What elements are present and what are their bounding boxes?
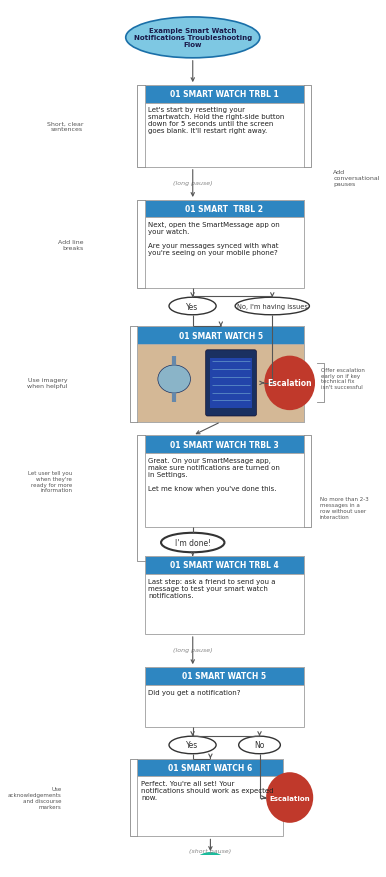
Text: Let user tell you
when they're
ready for more
information: Let user tell you when they're ready for… <box>28 470 72 493</box>
Text: (long pause): (long pause) <box>173 181 213 186</box>
FancyBboxPatch shape <box>137 327 304 423</box>
FancyBboxPatch shape <box>145 667 304 685</box>
FancyBboxPatch shape <box>145 436 304 527</box>
Text: Survey: Survey <box>194 871 227 877</box>
FancyBboxPatch shape <box>137 759 283 837</box>
Text: Perfect. You're all set! Your
notifications should work as expected
now.: Perfect. You're all set! Your notificati… <box>141 781 274 800</box>
Text: (short pause): (short pause) <box>189 847 232 852</box>
Text: No, I'm having issues: No, I'm having issues <box>237 303 308 310</box>
FancyBboxPatch shape <box>137 759 283 776</box>
Text: Escalation: Escalation <box>267 379 312 388</box>
Text: Offer escalation
early on if key
technical fix
isn't successful: Offer escalation early on if key technic… <box>322 367 365 389</box>
Text: Escalation: Escalation <box>269 795 310 801</box>
Text: No: No <box>254 740 265 750</box>
FancyBboxPatch shape <box>145 201 304 218</box>
Ellipse shape <box>158 366 190 394</box>
Text: Let's start by resetting your
smartwatch. Hold the right-side button
down for 5 : Let's start by resetting your smartwatch… <box>148 107 285 134</box>
Text: 01 SMART WATCH 6: 01 SMART WATCH 6 <box>168 763 252 772</box>
Text: 01 SMART WATCH TRBL 1: 01 SMART WATCH TRBL 1 <box>170 90 279 99</box>
Ellipse shape <box>239 737 280 754</box>
Text: Add line
breaks: Add line breaks <box>58 239 83 250</box>
FancyBboxPatch shape <box>210 358 252 409</box>
FancyBboxPatch shape <box>145 436 304 453</box>
Ellipse shape <box>169 298 216 316</box>
Text: Use imagery
when helpful: Use imagery when helpful <box>27 378 68 389</box>
Circle shape <box>189 852 232 877</box>
Text: Yes: Yes <box>186 740 199 750</box>
Text: Short, clear
sentences: Short, clear sentences <box>47 121 83 132</box>
Text: 01 SMART WATCH TRBL 3: 01 SMART WATCH TRBL 3 <box>170 440 279 449</box>
Text: Add
conversational
pauses: Add conversational pauses <box>333 170 380 187</box>
Text: I'm done!: I'm done! <box>175 538 211 547</box>
FancyBboxPatch shape <box>145 86 304 103</box>
FancyBboxPatch shape <box>145 667 304 728</box>
Text: Next, open the SmartMessage app on
your watch.

Are your messages synced with wh: Next, open the SmartMessage app on your … <box>148 222 280 256</box>
Text: 01 SMART WATCH TRBL 4: 01 SMART WATCH TRBL 4 <box>170 560 279 570</box>
FancyBboxPatch shape <box>206 351 256 417</box>
Text: 01 SMART  TRBL 2: 01 SMART TRBL 2 <box>185 205 264 214</box>
Text: Example Smart Watch
Notifications Troubleshooting
Flow: Example Smart Watch Notifications Troubl… <box>134 28 252 48</box>
Text: Last step: ask a friend to send you a
message to test your smart watch
notificat: Last step: ask a friend to send you a me… <box>148 578 276 598</box>
Text: Did you get a notification?: Did you get a notification? <box>148 688 241 695</box>
Ellipse shape <box>126 18 260 59</box>
FancyBboxPatch shape <box>137 345 304 423</box>
Text: No more than 2-3
messages in a
row without user
interaction: No more than 2-3 messages in a row witho… <box>320 496 368 519</box>
Ellipse shape <box>161 533 224 553</box>
FancyBboxPatch shape <box>137 327 304 345</box>
Text: 01 SMART WATCH 5: 01 SMART WATCH 5 <box>179 332 263 340</box>
FancyBboxPatch shape <box>145 86 304 168</box>
Circle shape <box>266 773 313 823</box>
Text: (long pause): (long pause) <box>173 647 213 652</box>
FancyBboxPatch shape <box>145 201 304 289</box>
Text: 01 SMART WATCH 5: 01 SMART WATCH 5 <box>183 672 266 681</box>
Ellipse shape <box>169 737 216 754</box>
Ellipse shape <box>235 298 310 316</box>
Text: Yes: Yes <box>186 303 199 311</box>
Circle shape <box>264 356 315 410</box>
Text: Great. On your SmartMessage app,
make sure notifications are turned on
in Settin: Great. On your SmartMessage app, make su… <box>148 457 280 491</box>
FancyBboxPatch shape <box>145 557 304 574</box>
FancyBboxPatch shape <box>145 557 304 634</box>
Text: Use
acknowledgements
and discourse
markers: Use acknowledgements and discourse marke… <box>8 787 61 809</box>
